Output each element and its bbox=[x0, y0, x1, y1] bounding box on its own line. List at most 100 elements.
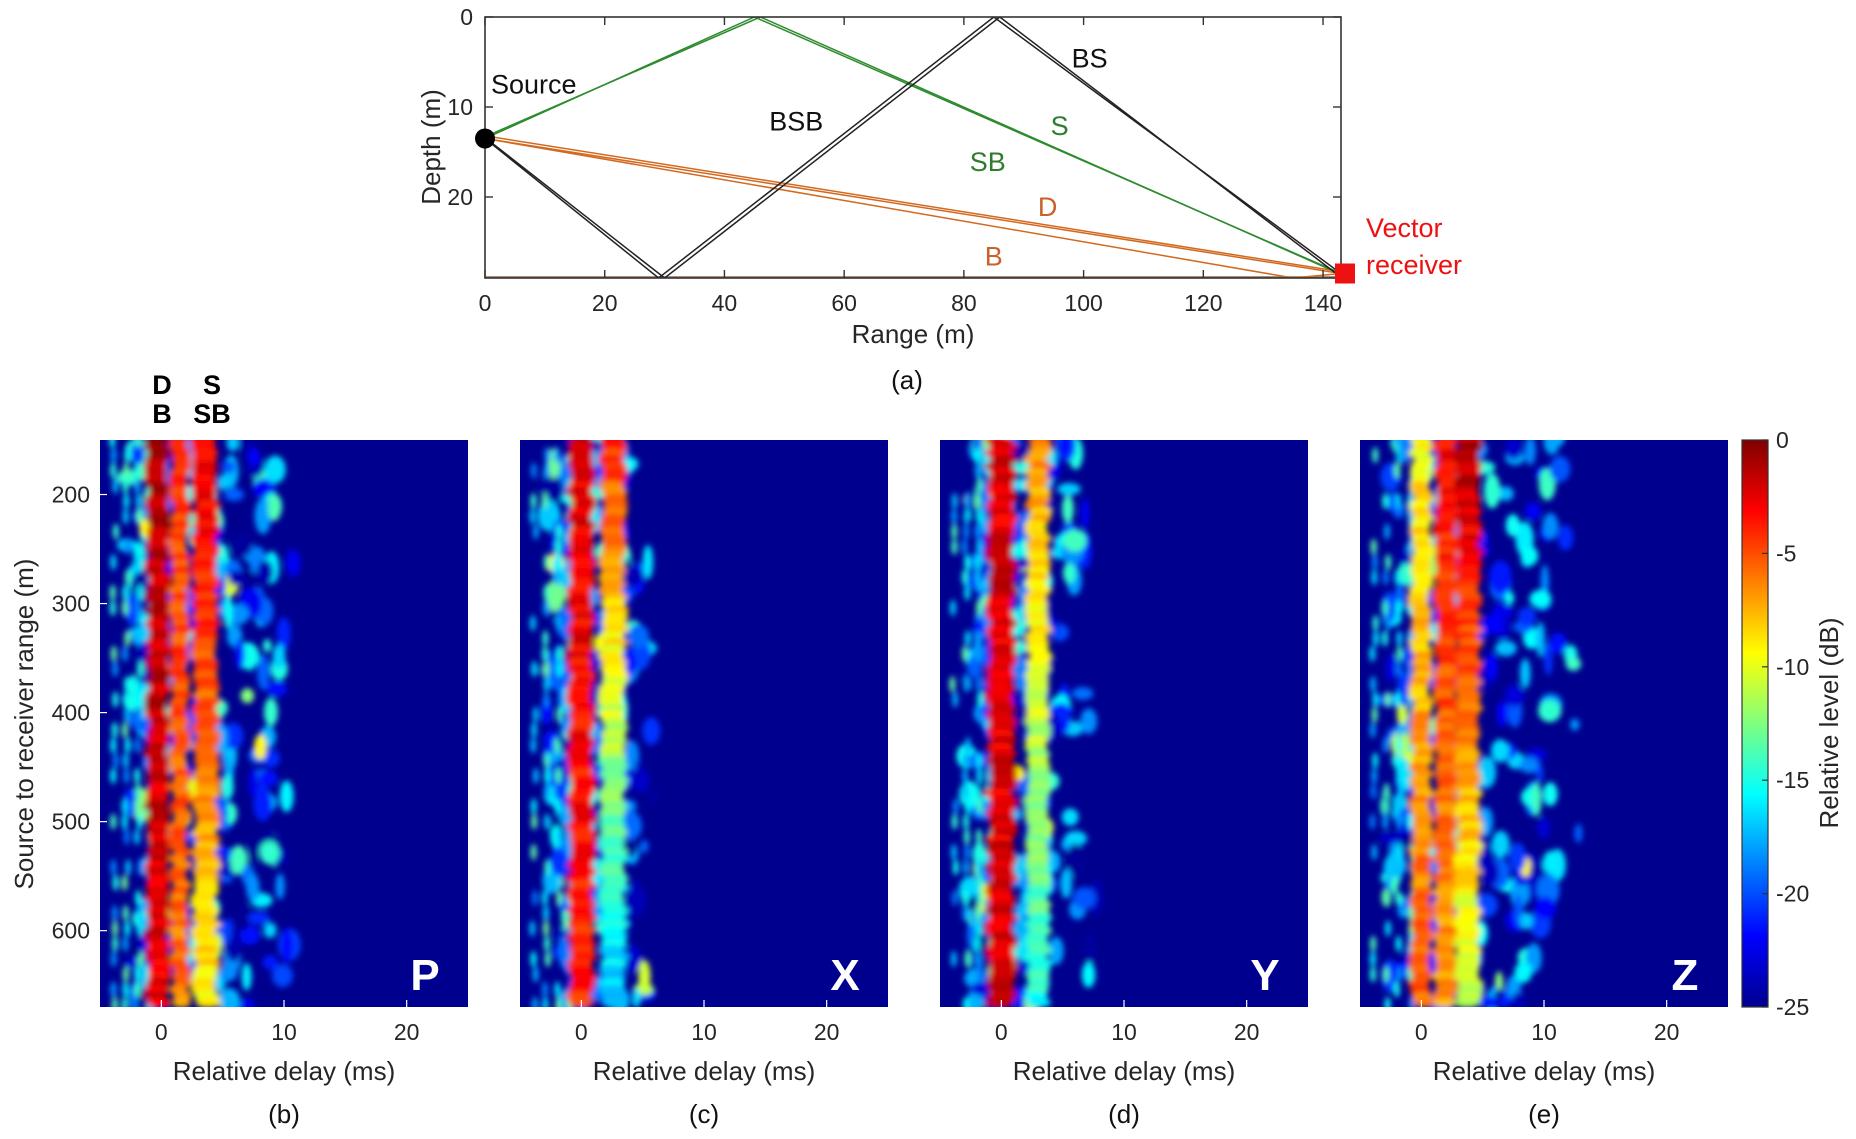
arrival-track-cell bbox=[1454, 997, 1481, 1007]
channel-label-p: P bbox=[410, 951, 439, 1000]
receiver-label-line2: receiver bbox=[1366, 250, 1462, 280]
heatmap-blob bbox=[1061, 808, 1079, 826]
heatmap-blob bbox=[1484, 652, 1498, 681]
heatmap-sidelobe bbox=[122, 722, 129, 739]
heatmap-sidelobe bbox=[1369, 722, 1376, 739]
heatmap-sidelobe bbox=[1397, 722, 1404, 739]
heatmap-sidelobe bbox=[952, 798, 959, 815]
heatmap-blob bbox=[254, 498, 272, 535]
heatmap-blob bbox=[1396, 700, 1408, 728]
heatmap-sidelobe bbox=[1395, 599, 1402, 616]
heatmap-blob bbox=[131, 440, 145, 467]
heatmap-sidelobe bbox=[1369, 951, 1376, 968]
heatmap-sidelobe bbox=[110, 951, 117, 968]
receiver-label-line1: Vector bbox=[1366, 213, 1443, 243]
heatmap-sidelobe bbox=[112, 920, 119, 937]
arrival-track-cell bbox=[601, 997, 628, 1007]
heatmap-sidelobe bbox=[1395, 660, 1402, 677]
heatmap-sidelobe bbox=[1383, 859, 1390, 876]
heatmap-sidelobe bbox=[1385, 554, 1392, 571]
heatmap-sidelobe bbox=[134, 599, 141, 616]
caption-c: (c) bbox=[689, 1099, 719, 1129]
heatmap-sidelobe bbox=[543, 783, 550, 800]
heatmap-sidelobe bbox=[1382, 737, 1389, 754]
heatmap-sidelobe bbox=[1372, 630, 1379, 647]
ray-path-d2 bbox=[485, 135, 1336, 272]
heatmap-blob bbox=[241, 963, 252, 991]
heatmap-blob bbox=[634, 759, 643, 782]
heatmap-sidelobe bbox=[1395, 493, 1402, 510]
heatmap-xlabel-p: Relative delay (ms) bbox=[173, 1056, 396, 1086]
heatmap-sidelobe bbox=[137, 660, 144, 677]
heatmap-sidelobe bbox=[975, 951, 982, 968]
arrival-label-sb: SB bbox=[193, 399, 231, 429]
arrival-track-cell bbox=[1027, 997, 1051, 1007]
heatmap-blob bbox=[1538, 699, 1562, 723]
heatmap-blob bbox=[624, 566, 644, 585]
heatmap-sidelobe bbox=[1382, 889, 1389, 906]
heatmap-sidelobe bbox=[962, 859, 969, 876]
heatmap-blob bbox=[1542, 782, 1558, 807]
arrival-track-cell bbox=[147, 997, 172, 1007]
ray-label-b: B bbox=[985, 242, 1003, 272]
heatmap-blob bbox=[275, 873, 285, 900]
ray-path-sb bbox=[485, 17, 1336, 273]
heatmap-sidelobe bbox=[109, 584, 116, 601]
ray-label-sb: SB bbox=[970, 147, 1006, 177]
heatmap-blob bbox=[1557, 524, 1574, 551]
heatmap-blob bbox=[248, 836, 259, 866]
caption-a: (a) bbox=[891, 365, 923, 395]
arrival-label-s: S bbox=[203, 370, 221, 400]
heatmap-sidelobe bbox=[530, 951, 537, 968]
heatmap-sidelobe bbox=[1393, 981, 1400, 998]
heatmap-sidelobe bbox=[532, 996, 539, 1007]
heatmap-sidelobe bbox=[134, 440, 141, 448]
heatmap-blob bbox=[1540, 564, 1550, 599]
heatmap-blob bbox=[1084, 931, 1096, 967]
heatmap-sidelobe bbox=[134, 981, 141, 998]
heatmap-sidelobe bbox=[1395, 935, 1402, 952]
heatmap-xtick-label: 10 bbox=[1111, 1019, 1137, 1045]
heatmap-blob bbox=[1048, 936, 1064, 965]
heatmap-blob bbox=[542, 475, 564, 507]
heatmap-sidelobe bbox=[1371, 767, 1378, 784]
heatmap-sidelobe bbox=[123, 462, 130, 479]
heatmap-sidelobe bbox=[963, 523, 970, 540]
heatmap-sidelobe bbox=[134, 691, 141, 708]
heatmap-blob bbox=[1525, 502, 1541, 521]
heatmap-panels: P 0 10 20 Relative delay (ms) (b) X 0 10 20 … bbox=[9, 370, 1728, 1129]
heatmap-blob bbox=[230, 533, 253, 558]
heatmap-blob bbox=[1072, 687, 1094, 700]
heatmap-sidelobe bbox=[554, 981, 561, 998]
heatmap-blob bbox=[226, 440, 239, 452]
heatmap-sidelobe bbox=[976, 477, 983, 494]
heatmap-sidelobe bbox=[136, 920, 143, 937]
heatmap-sidelobe bbox=[961, 538, 968, 555]
heatmap-sidelobe bbox=[964, 493, 971, 510]
heatmap-blob bbox=[217, 474, 229, 491]
heatmap-sidelobe bbox=[1383, 783, 1390, 800]
heatmap-sidelobe bbox=[1370, 538, 1377, 555]
heatmap-sidelobe bbox=[542, 630, 549, 647]
heatmap-blob bbox=[622, 457, 639, 471]
heatmap-sidelobe bbox=[542, 996, 549, 1007]
heatmap-sidelobe bbox=[974, 554, 981, 571]
colorbar-tick-label: -10 bbox=[1776, 654, 1809, 680]
heatmap-sidelobe bbox=[543, 584, 550, 601]
heatmap-sidelobe bbox=[566, 844, 573, 861]
heatmap-xtick-label: 0 bbox=[155, 1019, 168, 1045]
heatmap-blob bbox=[262, 955, 279, 970]
heatmap-sidelobe bbox=[110, 859, 117, 876]
heatmap-blob bbox=[642, 717, 661, 745]
heatmap-sidelobe bbox=[133, 630, 140, 647]
heatmap-blob bbox=[264, 455, 286, 484]
heatmap-sidelobe bbox=[975, 767, 982, 784]
heatmap-sidelobe bbox=[555, 996, 562, 1007]
heatmap-sidelobe bbox=[963, 508, 970, 525]
heatmap-xlabel-x: Relative delay (ms) bbox=[593, 1056, 816, 1086]
heatmap-image-z bbox=[1360, 440, 1728, 1007]
heatmap-sidelobe bbox=[542, 645, 549, 662]
heatmap-sidelobe bbox=[109, 440, 116, 448]
heatmap-blob bbox=[632, 988, 641, 1007]
